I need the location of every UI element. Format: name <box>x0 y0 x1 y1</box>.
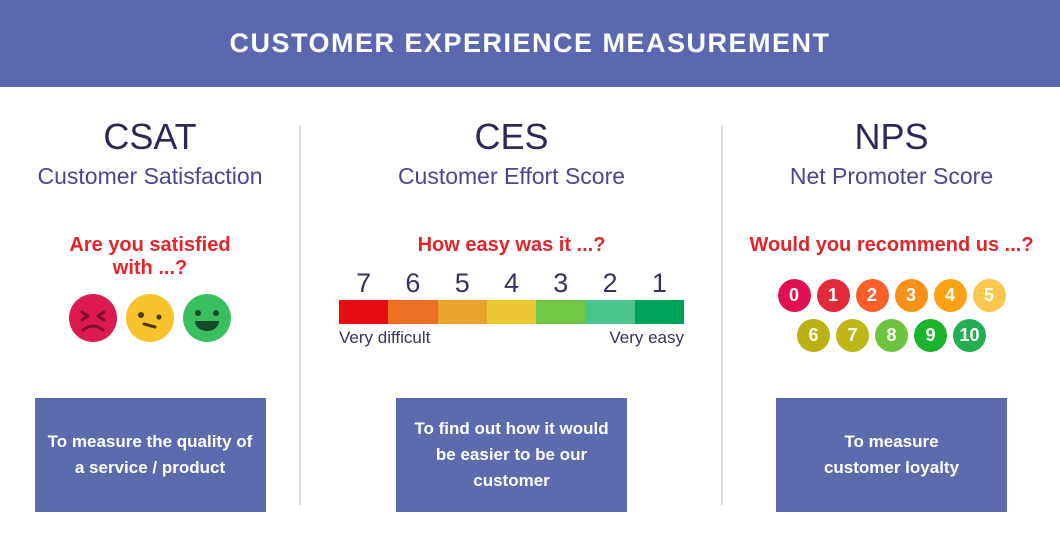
csat-purpose-text: To measure the quality of a service / pr… <box>47 432 253 477</box>
nps-score-3: 3 <box>894 278 928 312</box>
neutral-face-icon <box>126 293 174 342</box>
ces-acronym: CES <box>474 116 549 157</box>
ces-bar-segment <box>585 299 635 324</box>
ces-scale: 7 6 5 4 3 2 1 <box>339 267 684 348</box>
ces-scale-number: 3 <box>553 267 569 298</box>
column-divider-1 <box>299 125 301 505</box>
ces-label-easy: Very easy <box>609 327 684 347</box>
nps-acronym: NPS <box>854 116 929 157</box>
nps-purpose-text: To measure customer loyalty <box>823 432 960 477</box>
nps-score-9: 9 <box>914 318 947 352</box>
nps-score-8: 8 <box>875 318 908 352</box>
nps-score-5: 5 <box>972 278 1006 312</box>
angry-face-icon <box>69 293 117 342</box>
ces-bar-segment <box>388 299 438 324</box>
ces-bar-segment <box>339 299 389 324</box>
nps-scale: 0 1 2 3 4 5 6 7 8 9 10 <box>777 278 1006 359</box>
metric-columns: CSAT Customer Satisfaction Are you satis… <box>0 87 1060 560</box>
ces-question: How easy was it ...? <box>417 233 606 256</box>
ces-scale-number: 7 <box>356 267 372 298</box>
csat-faces <box>69 293 231 342</box>
csat-purpose-box: To measure the quality of a service / pr… <box>34 398 266 512</box>
csat-subtitle: Customer Satisfaction <box>37 162 263 189</box>
ces-bar-segment <box>634 299 684 324</box>
ces-scale-number: 4 <box>503 267 519 298</box>
ces-gradient-bar <box>339 299 684 324</box>
ces-scale-number: 2 <box>602 267 618 298</box>
nps-question: Would you recommend us ...? <box>749 233 1034 256</box>
ces-scale-number: 5 <box>454 267 470 298</box>
nps-score-4: 4 <box>933 278 967 312</box>
nps-score-0: 0 <box>777 278 811 312</box>
happy-face-icon <box>183 293 231 342</box>
ces-label-difficult: Very difficult <box>339 327 431 347</box>
csat-acronym: CSAT <box>103 116 197 157</box>
nps-score-10: 10 <box>953 318 986 352</box>
nps-scale-row-2: 6 7 8 9 10 <box>778 318 1006 352</box>
ces-scale-number: 6 <box>405 267 421 298</box>
nps-purpose-box: To measure customer loyalty <box>776 398 1007 512</box>
nps-score-7: 7 <box>836 318 869 352</box>
nps-scale-row-1: 0 1 2 3 4 5 <box>777 278 1006 312</box>
ces-bar-segment <box>437 299 487 324</box>
content-area: CSAT Customer Satisfaction Are you satis… <box>0 87 1060 560</box>
ces-column: CES Customer Effort Score How easy was i… <box>300 87 723 560</box>
page-title: CUSTOMER EXPERIENCE MEASUREMENT <box>229 28 831 58</box>
header-banner: CUSTOMER EXPERIENCE MEASUREMENT <box>0 0 1060 87</box>
nps-score-1: 1 <box>816 278 850 312</box>
ces-bar-segment <box>486 299 537 324</box>
ces-subtitle: Customer Effort Score <box>397 162 626 189</box>
csat-column: CSAT Customer Satisfaction Are you satis… <box>0 87 300 560</box>
csat-question: Are you satisfied with ...? <box>69 233 231 279</box>
ces-purpose-box: To find out how it would be easier to be… <box>396 398 627 512</box>
ces-purpose-text: To find out how it would be easier to be… <box>414 419 609 490</box>
ces-scale-numbers: 7 6 5 4 3 2 1 <box>339 267 684 300</box>
nps-subtitle: Net Promoter Score <box>789 162 994 189</box>
ces-scale-number: 1 <box>651 267 667 298</box>
nps-score-2: 2 <box>855 278 889 312</box>
ces-bar-segment <box>536 299 586 324</box>
nps-score-6: 6 <box>797 318 830 352</box>
nps-column: NPS Net Promoter Score Would you recomme… <box>723 87 1060 560</box>
column-divider-2 <box>721 125 723 505</box>
ces-bar-labels: Very difficult Very easy <box>339 328 684 348</box>
